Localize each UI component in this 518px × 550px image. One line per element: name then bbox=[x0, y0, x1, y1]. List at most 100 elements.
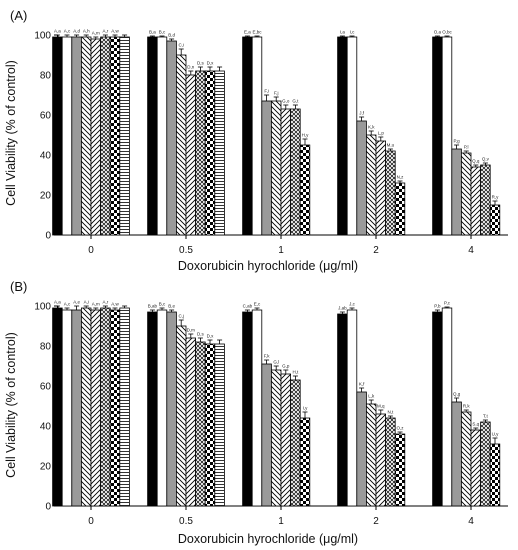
bar bbox=[204, 343, 216, 507]
bar bbox=[261, 363, 272, 507]
significance-label: A,r bbox=[103, 29, 109, 34]
bar bbox=[119, 36, 130, 236]
significance-label: Q,g bbox=[453, 392, 461, 397]
significance-label: B,d bbox=[168, 33, 175, 38]
significance-label: A,c bbox=[64, 29, 71, 34]
significance-label: A,d bbox=[73, 29, 80, 34]
y-tick-label: 80 bbox=[40, 342, 52, 353]
significance-label: O,z bbox=[396, 426, 404, 431]
significance-label: K,f bbox=[359, 382, 365, 387]
bar bbox=[251, 309, 263, 507]
bar bbox=[470, 166, 482, 236]
bar bbox=[166, 40, 177, 236]
y-tick-label: 0 bbox=[45, 231, 51, 242]
significance-label: A,w bbox=[111, 302, 119, 307]
significance-label: G,p bbox=[282, 364, 290, 369]
bar bbox=[261, 100, 272, 236]
significance-label: G,t bbox=[292, 99, 299, 104]
bar bbox=[90, 309, 102, 507]
significance-label: S,q bbox=[472, 422, 479, 427]
bar bbox=[90, 38, 102, 236]
bar bbox=[365, 134, 377, 236]
significance-label: B,e bbox=[168, 304, 175, 309]
bar bbox=[299, 417, 311, 507]
significance-label: E,a bbox=[244, 30, 251, 35]
bar bbox=[346, 309, 358, 507]
y-tick-label: 60 bbox=[40, 382, 52, 393]
significance-label: D,x bbox=[207, 61, 215, 66]
y-axis-title: Cell Viability (% of control) bbox=[4, 332, 18, 478]
significance-label: Q,v bbox=[482, 157, 490, 162]
y-tick-label: 20 bbox=[40, 462, 52, 473]
bar bbox=[100, 307, 111, 507]
significance-label: I,a bbox=[340, 30, 346, 35]
y-axis-title: Cell Viability (% of control) bbox=[4, 60, 18, 206]
significance-label: N,t bbox=[388, 410, 395, 415]
bar bbox=[175, 54, 187, 236]
bar bbox=[156, 36, 168, 236]
significance-label: E,c bbox=[254, 302, 261, 307]
bar bbox=[432, 36, 443, 236]
significance-label: R,k bbox=[463, 404, 471, 409]
bar bbox=[280, 373, 292, 507]
x-tick-label: 0 bbox=[88, 245, 94, 256]
bar bbox=[204, 70, 216, 236]
y-tick-label: 40 bbox=[40, 151, 52, 162]
significance-label: R,y bbox=[492, 195, 500, 200]
significance-label: L,k bbox=[368, 394, 375, 399]
bar bbox=[156, 309, 168, 507]
bar bbox=[375, 413, 387, 507]
significance-label: A,i bbox=[84, 300, 89, 305]
significance-label: J,c bbox=[349, 302, 356, 307]
significance-label: A,a bbox=[54, 29, 61, 34]
bar bbox=[175, 325, 187, 507]
bar bbox=[81, 307, 92, 507]
significance-label: H,y bbox=[302, 133, 310, 138]
bar bbox=[185, 337, 197, 507]
significance-label: P,l bbox=[464, 145, 469, 150]
significance-label: J,ab bbox=[338, 306, 347, 311]
significance-label: I,y bbox=[303, 406, 309, 411]
significance-label: A,w bbox=[111, 29, 119, 34]
bar bbox=[290, 108, 301, 236]
significance-label: C,j bbox=[178, 314, 184, 319]
bar bbox=[61, 36, 73, 236]
x-axis-title: Doxorubicin hyrochloride (μg/ml) bbox=[178, 259, 358, 273]
bar bbox=[489, 443, 501, 507]
significance-label: D,s bbox=[197, 332, 205, 337]
x-tick-label: 0 bbox=[88, 516, 94, 527]
y-tick-label: 100 bbox=[34, 31, 51, 42]
bar bbox=[109, 309, 121, 507]
significance-label: I,c bbox=[350, 30, 356, 35]
significance-label: C,i bbox=[178, 43, 184, 48]
x-tick-label: 4 bbox=[468, 516, 474, 527]
y-tick-label: 40 bbox=[40, 422, 52, 433]
bar bbox=[385, 417, 396, 507]
y-tick-label: 80 bbox=[40, 71, 52, 82]
y-tick-label: 100 bbox=[34, 302, 51, 313]
bar bbox=[280, 108, 292, 236]
bar bbox=[195, 341, 206, 507]
bar bbox=[270, 100, 282, 236]
bar bbox=[61, 309, 73, 507]
significance-label: L,p bbox=[378, 131, 385, 136]
panel-label: (B) bbox=[10, 279, 27, 294]
bar bbox=[147, 311, 158, 507]
x-tick-label: 2 bbox=[373, 245, 379, 256]
panel-b: (B) Cell Viability (% of control) 0 20 40 6… bbox=[4, 279, 508, 546]
bar bbox=[251, 36, 263, 236]
bar bbox=[451, 401, 462, 507]
y-tick-label: 60 bbox=[40, 111, 52, 122]
significance-label: B,c bbox=[159, 30, 166, 35]
significance-label: A,m bbox=[92, 302, 100, 307]
bar bbox=[337, 36, 348, 236]
bar bbox=[270, 369, 282, 507]
bar bbox=[451, 148, 462, 236]
bar bbox=[71, 36, 82, 236]
significance-label: G,o bbox=[282, 99, 290, 104]
bar bbox=[460, 411, 472, 507]
significance-label: Q,q bbox=[472, 159, 480, 164]
significance-label: B,a bbox=[149, 30, 156, 35]
bar bbox=[290, 379, 301, 507]
bar bbox=[480, 164, 491, 236]
